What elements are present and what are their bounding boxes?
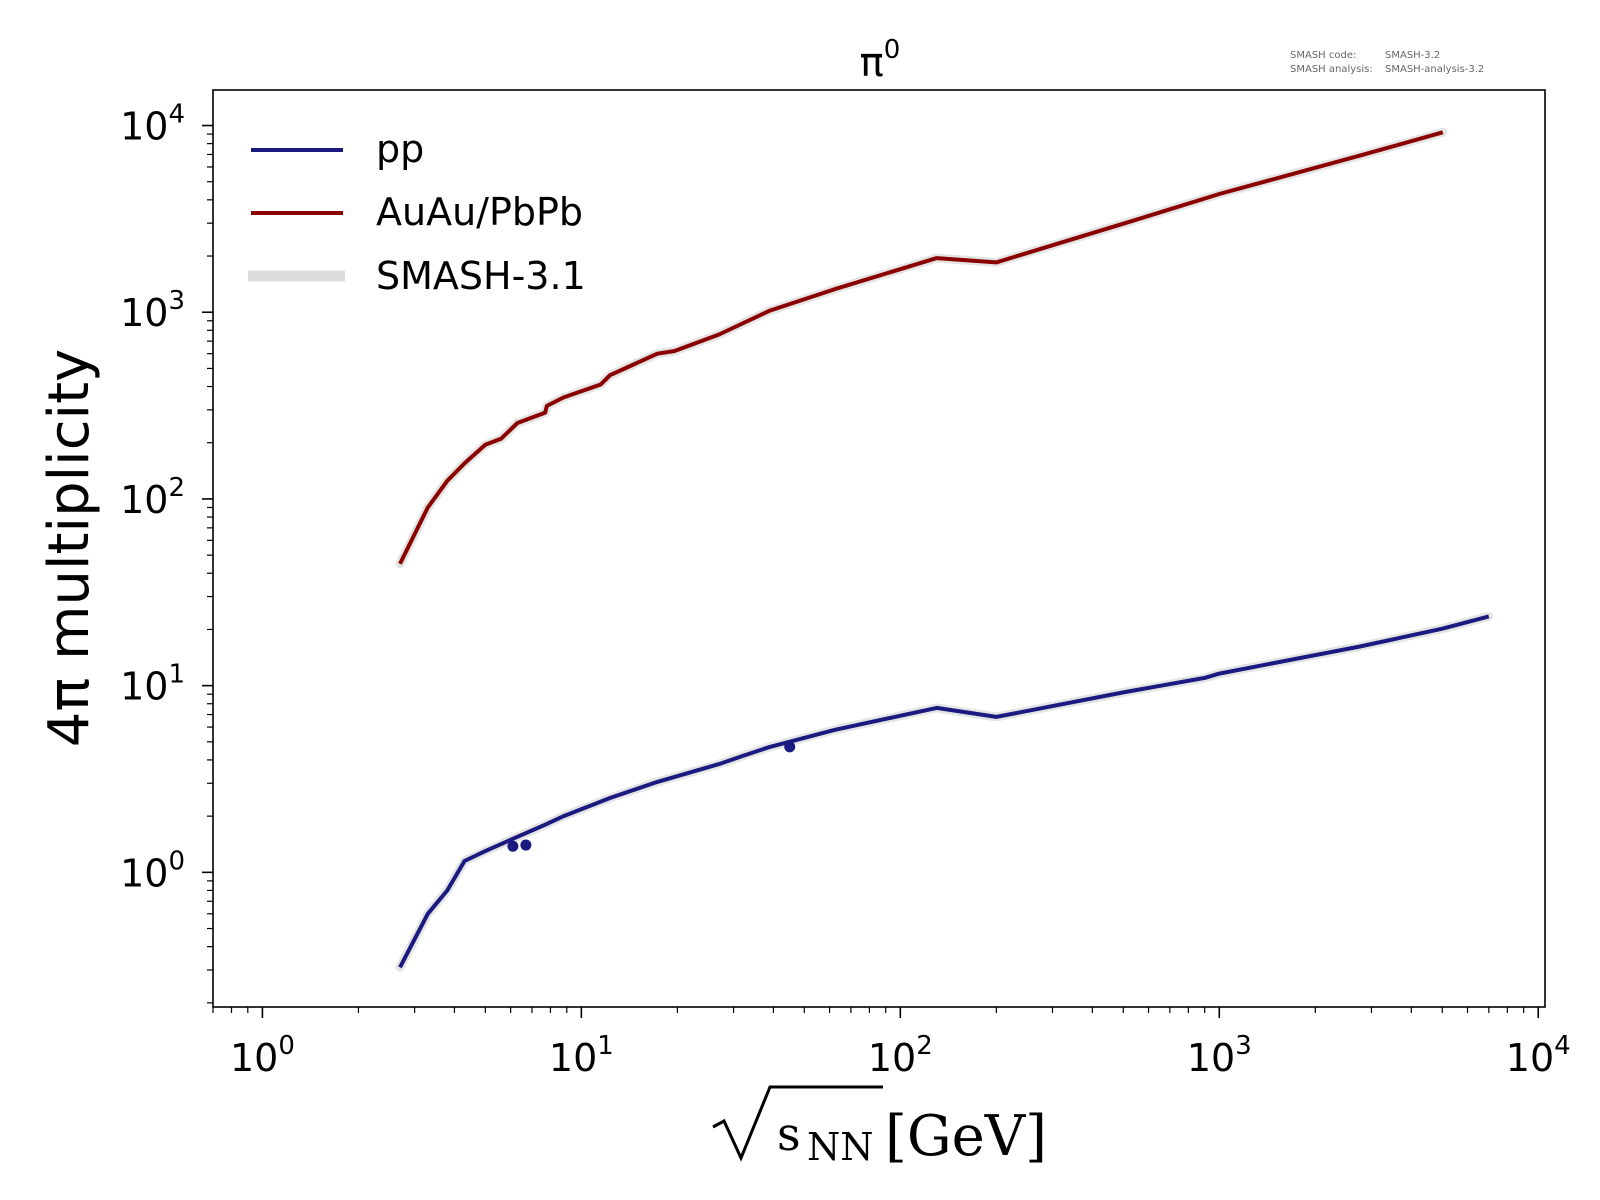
y-axis-label: 4π multiplicity	[37, 349, 102, 747]
y-tick-label-base: 10	[120, 478, 168, 522]
chart-title-base: π	[860, 40, 884, 86]
legend-label-pp: pp	[376, 127, 424, 171]
legend-label-auau-pbpb: AuAu/PbPb	[376, 190, 583, 234]
x-tick-label-base: 10	[1187, 1036, 1235, 1080]
x-axis-label: s NN [GeV]	[712, 1085, 1047, 1169]
legend-label-smash: SMASH-3.1	[376, 254, 586, 298]
y-tick-label-exponent: 3	[168, 286, 185, 316]
x-tick-label-exponent: 4	[1554, 1031, 1571, 1061]
y-tick-label-exponent: 2	[168, 473, 185, 503]
legend: pp AuAu/PbPb SMASH-3.1	[248, 127, 586, 298]
x-tick-label-exponent: 2	[916, 1031, 933, 1061]
x-axis-label-subscript: NN	[807, 1125, 874, 1169]
annotation-analysis-value: SMASH-analysis-3.2	[1385, 64, 1484, 75]
y-tick-label: 101	[120, 660, 185, 709]
y-tick-label-exponent: 0	[168, 846, 185, 876]
y-tick-label: 102	[120, 473, 185, 522]
version-annotation: SMASH code: SMASH-3.2 SMASH analysis: SM…	[1290, 50, 1484, 75]
smash-band-pp	[395, 611, 1494, 972]
data-point-pp	[784, 741, 796, 753]
x-tick-label: 101	[549, 1031, 614, 1080]
series-line-pp	[398, 614, 1490, 969]
y-tick-label-base: 10	[120, 665, 168, 709]
plot-frame	[212, 89, 1546, 1008]
series-layer	[395, 127, 1494, 972]
x-tick-label: 103	[1187, 1031, 1252, 1080]
chart-title-superscript: 0	[884, 35, 901, 65]
data-point-pp	[507, 840, 519, 852]
x-tick-label-base: 10	[549, 1036, 597, 1080]
y-tick-label: 100	[120, 846, 185, 895]
series-line-auau-pbpb	[398, 130, 1444, 565]
x-axis-label-radicand: s	[777, 1107, 801, 1161]
y-tick-label: 104	[120, 100, 185, 149]
chart-title: π0	[860, 35, 901, 86]
annotation-code-label: SMASH code:	[1290, 50, 1356, 61]
x-tick-label-base: 10	[1506, 1036, 1554, 1080]
x-tick-label-exponent: 1	[597, 1031, 614, 1061]
x-tick-label: 102	[868, 1031, 933, 1080]
x-tick-label: 100	[230, 1031, 295, 1080]
x-tick-label-base: 10	[868, 1036, 916, 1080]
y-tick-label-exponent: 4	[168, 100, 185, 130]
x-axis-label-radical-sign	[712, 1085, 883, 1162]
y-tick-label-base: 10	[120, 105, 168, 149]
x-axis-label-unit: [GeV]	[885, 1104, 1047, 1169]
x-tick-label-exponent: 3	[1235, 1031, 1252, 1061]
annotation-analysis-label: SMASH analysis:	[1290, 64, 1373, 75]
x-tick-label: 104	[1506, 1031, 1571, 1080]
y-tick-label-exponent: 1	[168, 660, 185, 690]
y-tick-label: 103	[120, 286, 185, 335]
y-tick-label-base: 10	[120, 851, 168, 895]
x-tick-label-base: 10	[230, 1036, 278, 1080]
x-axis: 100 101 102 103 104	[212, 1007, 1571, 1080]
y-tick-label-base: 10	[120, 291, 168, 335]
data-point-pp	[520, 839, 532, 851]
annotation-code-value: SMASH-3.2	[1385, 50, 1440, 61]
x-tick-label-exponent: 0	[278, 1031, 295, 1061]
